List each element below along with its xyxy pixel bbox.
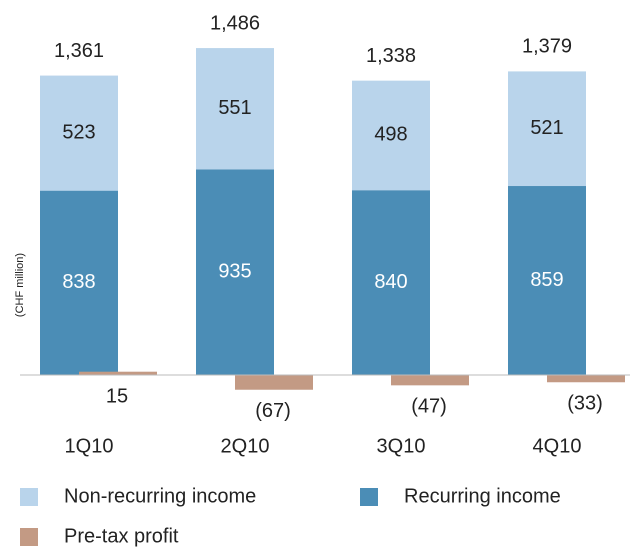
bar xyxy=(547,375,625,383)
bar-segment xyxy=(352,80,430,191)
legend-swatch xyxy=(360,488,378,506)
data-label: (67) xyxy=(255,400,291,422)
data-label: 551 xyxy=(218,97,251,119)
bar-segment xyxy=(196,48,274,170)
data-label: 838 xyxy=(62,271,95,293)
x-tick-label: 1Q10 xyxy=(65,435,114,457)
bar xyxy=(235,375,313,390)
total-label: 1,338 xyxy=(366,45,416,67)
x-tick-label: 4Q10 xyxy=(533,435,582,457)
legend-label: Recurring income xyxy=(404,485,561,507)
data-label: 935 xyxy=(218,260,251,282)
total-label: 1,379 xyxy=(522,36,572,58)
legend-swatch xyxy=(20,528,38,546)
legend-label: Non-recurring income xyxy=(64,485,256,507)
total-label: 1,361 xyxy=(54,40,104,62)
bar-segment xyxy=(508,186,586,375)
y-axis-label: (CHF million) xyxy=(14,253,26,317)
data-label: 521 xyxy=(530,117,563,139)
bar xyxy=(79,371,157,375)
bar-segment xyxy=(196,169,274,375)
data-label: (33) xyxy=(567,393,603,415)
data-label: 840 xyxy=(374,271,407,293)
x-tick-label: 2Q10 xyxy=(221,435,270,457)
total-label: 1,486 xyxy=(210,12,260,34)
bar-segment xyxy=(508,71,586,187)
data-label: 523 xyxy=(62,121,95,143)
bar-segment xyxy=(352,190,430,375)
data-label: 15 xyxy=(106,385,128,407)
data-label: 859 xyxy=(530,269,563,291)
bar-segment xyxy=(40,190,118,375)
data-label: 498 xyxy=(374,124,407,146)
legend-label: Pre-tax profit xyxy=(64,525,179,547)
x-tick-label: 3Q10 xyxy=(377,435,426,457)
data-label: (47) xyxy=(411,396,447,418)
bar-segment xyxy=(40,75,118,191)
bar xyxy=(391,375,469,386)
legend-swatch xyxy=(20,488,38,506)
